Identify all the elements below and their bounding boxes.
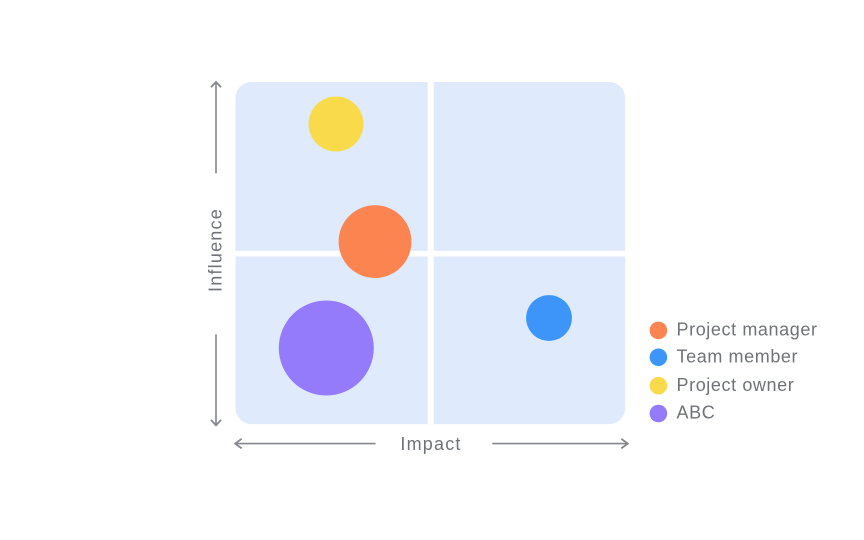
- svg-text:Influence: Influence: [206, 208, 226, 292]
- svg-text:Project manager: Project manager: [677, 320, 818, 340]
- svg-text:Impact: Impact: [400, 434, 461, 454]
- svg-text:Team member: Team member: [677, 346, 799, 366]
- svg-text:Project owner: Project owner: [677, 375, 795, 395]
- svg-text:ABC: ABC: [677, 403, 716, 423]
